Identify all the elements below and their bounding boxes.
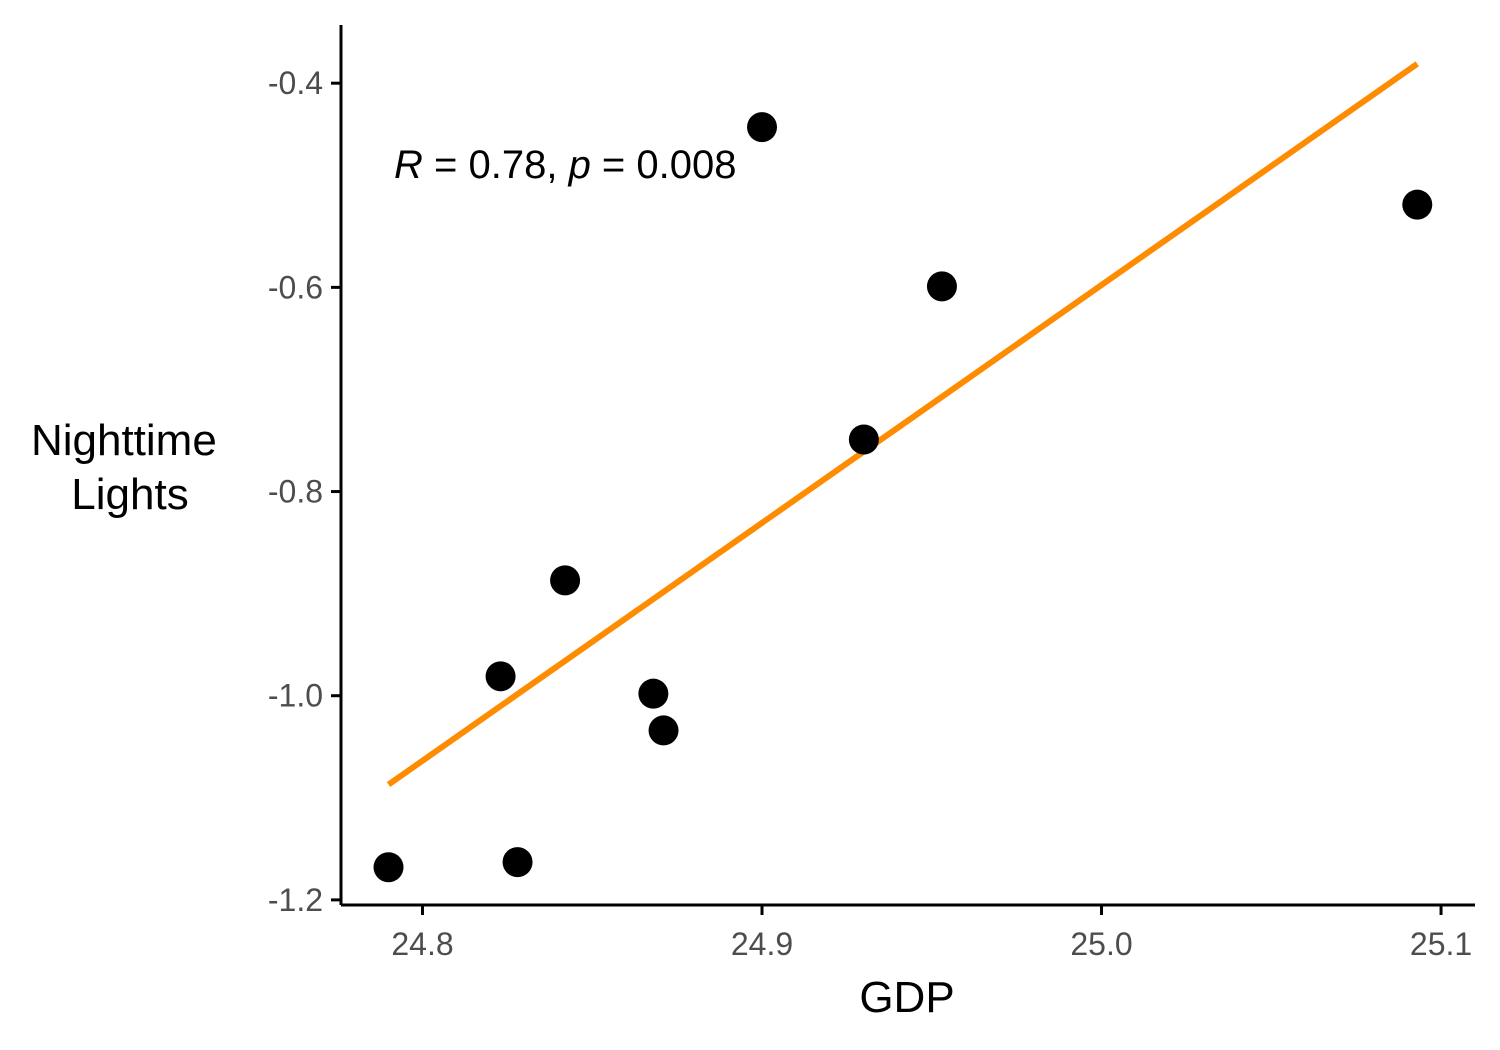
x-tick-label: 25.1	[1410, 926, 1472, 962]
y-tick-label: -0.8	[268, 474, 323, 510]
points-layer	[373, 112, 1433, 883]
data-point	[848, 424, 879, 455]
y-tick-label: -1.0	[268, 678, 323, 714]
data-point	[485, 661, 516, 692]
y-axis-title: Nighttime Lights	[31, 416, 229, 519]
annotation-r-symbol: R	[394, 143, 423, 187]
y-tick-label: -0.4	[268, 65, 323, 101]
data-point	[502, 847, 533, 878]
regression-line	[386, 61, 1420, 787]
y-tick-label: -0.6	[268, 269, 323, 305]
y-axis-ticks: -0.4 -0.6 -0.8 -1.0 -1.2	[268, 65, 341, 918]
y-axis-title-line-2: Lights	[71, 470, 188, 519]
data-point	[926, 271, 957, 302]
data-point	[373, 852, 404, 883]
x-tick-label: 24.8	[391, 926, 453, 962]
y-tick-label: -1.2	[268, 882, 323, 918]
x-tick-label: 25.0	[1070, 926, 1132, 962]
x-axis-title: GDP	[859, 973, 954, 1022]
data-point	[648, 715, 679, 746]
annotation: R = 0.78, p = 0.008	[394, 143, 737, 187]
data-point	[638, 678, 669, 709]
data-point	[550, 565, 581, 596]
data-point	[1402, 189, 1433, 220]
x-tick-label: 24.9	[731, 926, 793, 962]
y-axis-title-line-1: Nighttime	[31, 416, 217, 465]
annotation-p-symbol: p	[568, 143, 591, 187]
annotation-r-value: = 0.78,	[423, 143, 569, 187]
annotation-p-value: = 0.008	[591, 143, 737, 187]
data-point	[747, 112, 778, 143]
fit-line-layer	[386, 61, 1420, 787]
x-axis-ticks: 24.8 24.9 25.0 25.1	[391, 905, 1472, 962]
